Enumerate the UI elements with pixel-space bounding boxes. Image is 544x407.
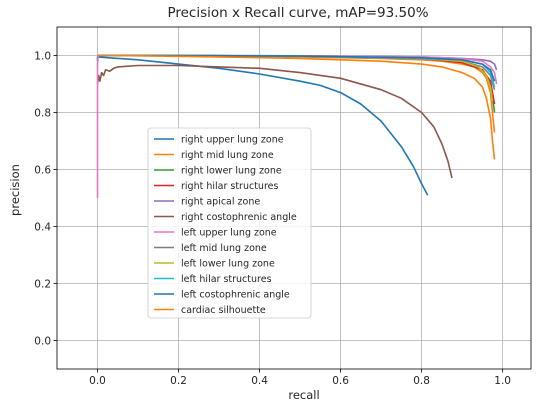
y-tick-label: 0.4 — [34, 222, 51, 234]
x-axis-label: recall — [288, 388, 319, 402]
legend-entry: right lower lung zone — [181, 166, 282, 177]
x-tick-label: 0.6 — [332, 375, 349, 387]
y-tick-label: 1.0 — [34, 51, 51, 63]
y-axis-label: precision — [8, 164, 22, 216]
x-tick-label: 0.2 — [170, 375, 187, 387]
series-line-left-costophrenic-angle — [97, 54, 496, 82]
legend-entry: cardiac silhouette — [181, 305, 266, 316]
y-tick-label: 0.6 — [34, 165, 51, 177]
legend-box — [147, 127, 312, 319]
chart-title: Precision x Recall curve, mAP=93.50% — [167, 5, 428, 21]
series-line-right-costophrenic-angle — [96, 64, 453, 179]
legend-entry: right costophrenic angle — [181, 212, 297, 223]
legend-entry: right upper lung zone — [181, 135, 284, 146]
series-line-right-upper-lung-zone — [96, 56, 429, 196]
x-tick-label: 1.0 — [494, 375, 511, 387]
y-tick-label: 0.8 — [34, 108, 51, 120]
axis-ticks: 0.0 0.2 0.4 0.6 0.8 1.0 0.0 0.2 0.4 0.6 0.8 1.0 — [34, 51, 511, 388]
legend: right upper lung zone right mid lung zone… — [147, 127, 312, 319]
x-tick-label: 0.0 — [89, 375, 106, 387]
legend-entry: right hilar structures — [181, 181, 278, 192]
plot-frame — [56, 26, 532, 370]
legend-entry: right mid lung zone — [181, 150, 274, 161]
y-tick-label: 0.0 — [34, 336, 51, 348]
series-lines — [96, 54, 498, 198]
legend-entry: left mid lung zone — [181, 243, 267, 254]
legend-entry: left hilar structures — [181, 274, 272, 285]
series-line-cardiac-silhouette — [97, 54, 496, 160]
y-tick-label: 0.2 — [34, 279, 51, 291]
legend-entry: left costophrenic angle — [181, 290, 290, 301]
legend-entry: right apical zone — [181, 197, 260, 208]
x-tick-label: 0.4 — [251, 375, 268, 387]
legend-entry: left upper lung zone — [181, 228, 277, 239]
legend-entry: left lower lung zone — [181, 259, 275, 270]
x-tick-label: 0.8 — [413, 375, 430, 387]
